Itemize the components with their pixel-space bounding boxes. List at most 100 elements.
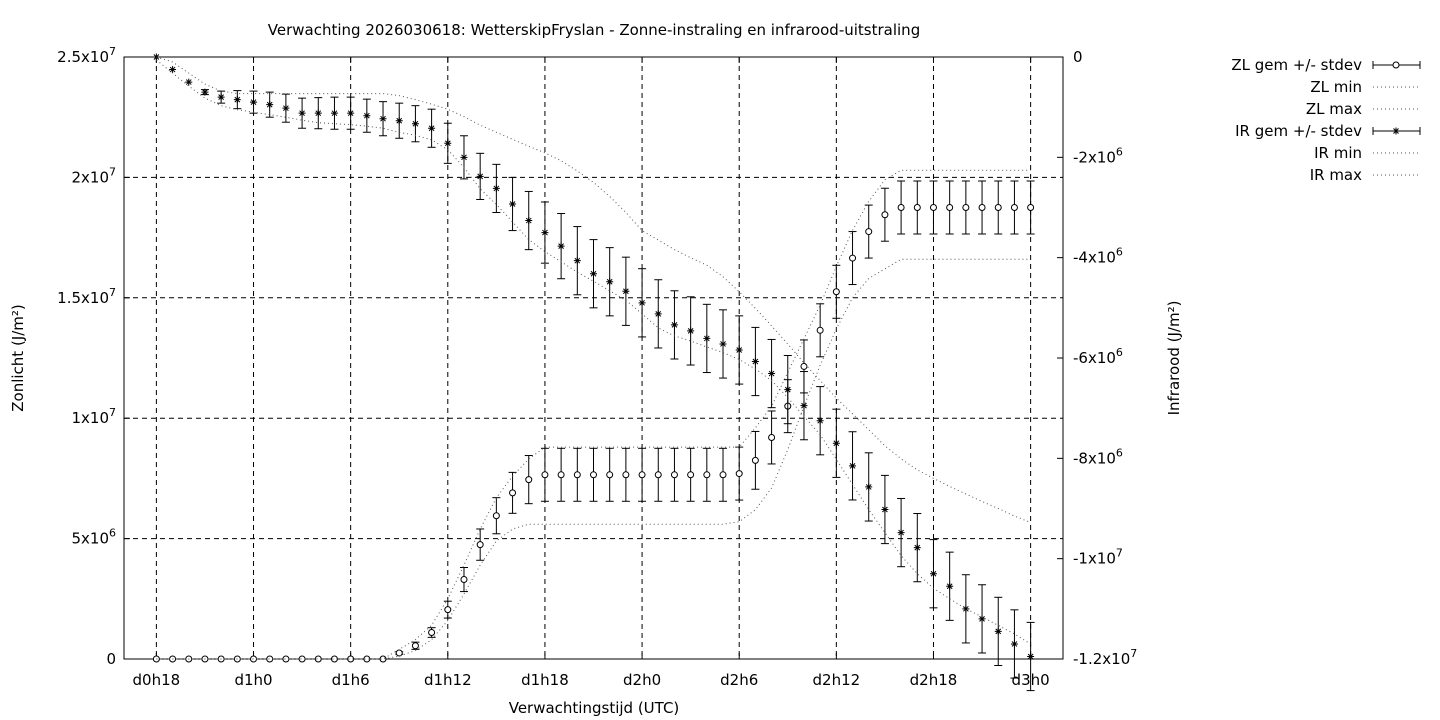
x-tick-label: d2h6	[720, 671, 758, 689]
data-point	[638, 471, 646, 479]
data-point	[169, 66, 177, 74]
data-point	[444, 139, 452, 147]
y2-tick-label: -2x106	[1073, 145, 1123, 166]
legend-label: IR max	[1310, 166, 1362, 184]
series-line-ir-min	[156, 59, 1031, 645]
axes: d0h18 d1h0 d1h6 d1h12 d1h18 d2h0 d2h6 d2h12 d2h1…	[57, 45, 1137, 689]
y-tick-label: 5x106	[71, 527, 116, 548]
legend: ZL gem +/- stdev ZL min ZL max IR gem +/- s…	[1231, 56, 1421, 184]
series-zl-gem-stdev	[152, 180, 1035, 663]
data-point	[411, 120, 419, 128]
plot-border	[123, 56, 1064, 660]
y2-tick-label: -6x106	[1073, 346, 1123, 367]
data-point	[314, 109, 322, 117]
data-point	[330, 655, 338, 663]
data-point	[282, 655, 290, 663]
data-point	[622, 287, 630, 295]
data-point	[492, 512, 500, 520]
x-tick-label: d2h12	[813, 671, 861, 689]
plot-area	[152, 53, 1035, 692]
x-tick-label: d1h6	[332, 671, 370, 689]
y-tick-label: 2.5x107	[57, 45, 116, 66]
x-tick-label: d1h18	[521, 671, 569, 689]
data-point	[282, 104, 290, 112]
y2-tick-label: -1.2x107	[1073, 647, 1137, 668]
data-point	[703, 471, 711, 479]
y2-tick-label: -1x107	[1073, 547, 1123, 568]
data-point	[395, 117, 403, 125]
data-point	[379, 115, 387, 123]
data-point	[929, 570, 937, 578]
data-point	[606, 471, 614, 479]
data-point	[152, 655, 160, 663]
data-point	[541, 471, 549, 479]
data-point	[330, 109, 338, 117]
data-point	[1010, 204, 1018, 211]
data-point	[687, 471, 695, 479]
series-line-zl-max	[156, 169, 1031, 660]
y-axis-label: Zonlicht (J/m²)	[9, 304, 27, 412]
y-tick-label: 0	[106, 650, 116, 668]
data-point	[800, 402, 808, 410]
data-point	[460, 153, 468, 161]
data-point	[768, 370, 776, 378]
data-point	[638, 299, 646, 307]
data-point	[719, 471, 727, 479]
data-point	[946, 582, 954, 590]
y2-tick-label: -4x106	[1073, 246, 1123, 267]
data-point	[460, 576, 468, 584]
data-point	[800, 362, 808, 370]
data-point	[379, 655, 387, 663]
data-point	[411, 642, 419, 650]
data-point	[509, 489, 517, 497]
data-point	[314, 655, 322, 663]
data-point	[865, 483, 873, 491]
data-point	[832, 439, 840, 447]
legend-label: IR min	[1314, 144, 1362, 162]
legend-label: ZL max	[1306, 100, 1362, 118]
data-point	[913, 544, 921, 552]
data-point	[492, 184, 500, 192]
x-tick-label: d0h18	[133, 671, 181, 689]
data-point	[590, 471, 597, 479]
data-point	[994, 204, 1002, 211]
data-point	[654, 310, 662, 318]
data-point	[525, 217, 533, 225]
data-point	[557, 242, 565, 250]
data-point	[751, 456, 759, 464]
data-point	[1027, 204, 1035, 211]
data-point	[428, 124, 436, 132]
data-point	[509, 200, 517, 208]
data-point	[266, 101, 274, 109]
legend-label: IR gem +/- stdev	[1235, 122, 1362, 140]
data-point	[298, 109, 306, 117]
legend-label: ZL min	[1310, 78, 1362, 96]
data-point	[347, 109, 355, 117]
data-point	[670, 321, 678, 329]
data-point	[962, 605, 970, 613]
grid	[124, 57, 1063, 659]
data-point	[250, 655, 258, 663]
data-point	[849, 254, 857, 262]
data-point	[784, 386, 792, 394]
data-point	[832, 288, 840, 296]
data-point	[687, 327, 695, 335]
data-point	[541, 229, 549, 237]
data-point	[201, 88, 209, 96]
data-point	[897, 204, 905, 211]
data-point	[622, 471, 630, 479]
data-point	[881, 506, 889, 514]
y2-axis-label: Infrarood (J/m²)	[1165, 301, 1183, 416]
data-point	[185, 78, 193, 86]
data-point	[525, 476, 533, 484]
series-ir-gem-stdev	[152, 53, 1035, 692]
data-point	[476, 172, 484, 180]
data-point	[557, 471, 565, 479]
data-point	[881, 211, 889, 219]
data-point	[670, 471, 678, 479]
data-point	[929, 204, 937, 211]
data-point	[946, 204, 954, 211]
data-point	[233, 96, 241, 104]
data-point	[250, 98, 258, 106]
